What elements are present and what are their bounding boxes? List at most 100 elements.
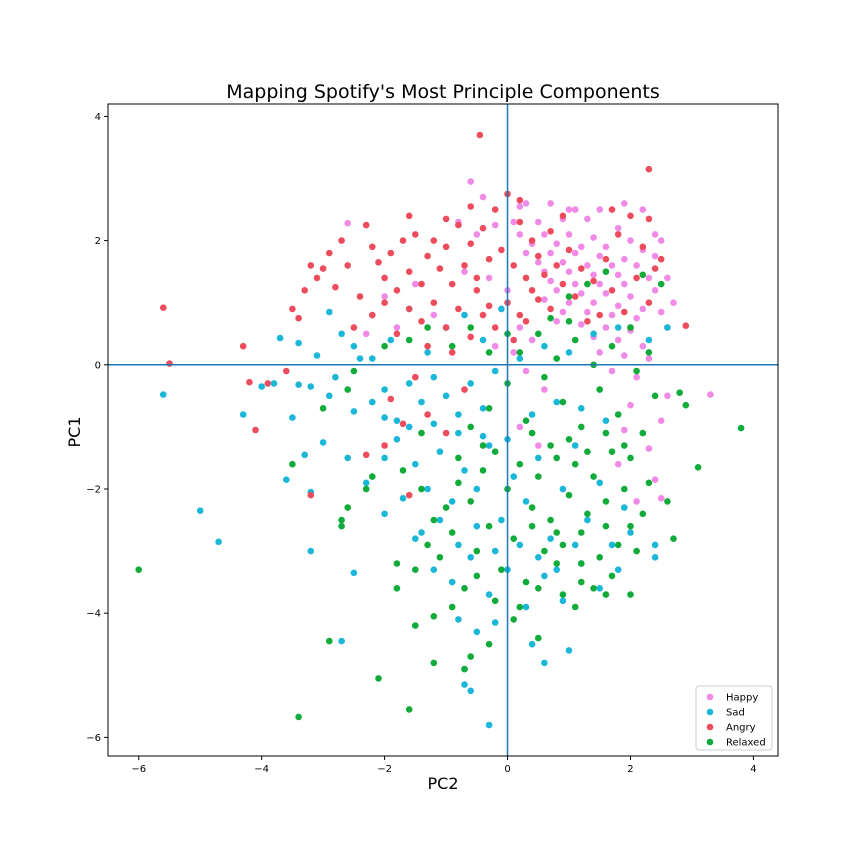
data-point: [473, 522, 481, 530]
data-point: [535, 473, 542, 480]
data-point: [571, 442, 579, 449]
data-point: [614, 566, 622, 573]
legend-label: Happy: [726, 693, 758, 704]
data-point: [350, 408, 358, 415]
data-point: [313, 274, 321, 282]
data-point: [584, 215, 591, 223]
data-point: [369, 311, 376, 319]
data-point: [553, 287, 560, 294]
data-point: [621, 442, 628, 449]
data-point: [455, 429, 462, 437]
data-point: [276, 334, 284, 342]
data-point: [319, 405, 327, 412]
legend-box: [695, 685, 773, 751]
data-point: [645, 355, 653, 362]
data-point: [541, 271, 548, 279]
data-point: [596, 252, 603, 260]
data-point: [455, 305, 462, 313]
data-point: [387, 395, 395, 403]
data-point: [528, 429, 536, 437]
data-point: [491, 367, 499, 375]
data-point: [510, 535, 517, 542]
data-point: [535, 252, 542, 260]
x-tick-label: −4: [254, 764, 269, 775]
data-point: [578, 405, 585, 412]
data-point: [553, 529, 560, 536]
data-point: [559, 597, 567, 605]
data-point: [473, 628, 481, 636]
data-point: [565, 491, 573, 499]
legend: Happy Sad Angry Relaxed: [695, 685, 773, 751]
x-tick-label: −2: [377, 764, 392, 775]
data-point: [590, 473, 597, 480]
data-point: [627, 324, 634, 331]
data-point: [614, 336, 622, 344]
data-point: [375, 259, 382, 266]
data-point: [516, 231, 524, 238]
data-point: [448, 529, 456, 536]
data-point: [467, 554, 475, 561]
data-point: [608, 287, 616, 294]
data-point: [565, 299, 573, 307]
data-point: [633, 373, 640, 381]
data-point: [584, 280, 591, 288]
data-point: [350, 367, 358, 375]
chart-title: Mapping Spotify's Most Principle Compone…: [226, 81, 659, 103]
data-point: [602, 498, 610, 505]
data-point: [436, 265, 444, 272]
legend-marker: [706, 723, 714, 731]
data-point: [430, 516, 438, 524]
data-point: [289, 414, 296, 421]
data-point: [467, 178, 475, 185]
data-point: [547, 249, 554, 257]
data-point: [467, 498, 475, 505]
data-point: [559, 398, 567, 406]
data-point: [645, 299, 653, 307]
data-point: [571, 603, 579, 611]
data-point: [645, 274, 653, 282]
data-point: [541, 547, 548, 555]
data-point: [676, 389, 683, 397]
data-point: [399, 237, 407, 244]
data-point: [553, 355, 560, 362]
data-point: [707, 391, 714, 398]
data-point: [455, 541, 462, 549]
data-point: [596, 479, 603, 487]
data-point: [639, 342, 647, 350]
data-point: [375, 675, 382, 682]
data-point: [473, 231, 481, 238]
x-tick-label: 4: [750, 764, 756, 775]
data-point: [467, 240, 475, 247]
data-point: [565, 318, 573, 325]
data-point: [485, 349, 493, 356]
data-point: [491, 221, 499, 229]
data-point: [436, 516, 444, 524]
data-point: [541, 659, 548, 667]
data-point: [418, 318, 425, 325]
data-point: [584, 308, 591, 316]
data-point: [522, 200, 530, 207]
data-point: [645, 445, 653, 452]
data-point: [565, 231, 573, 238]
data-point: [498, 246, 505, 254]
data-point: [651, 287, 659, 294]
data-point: [522, 498, 530, 505]
data-point: [559, 541, 567, 549]
data-point: [682, 322, 690, 330]
series-happy: [344, 178, 714, 505]
data-point: [369, 473, 376, 480]
data-point: [565, 647, 573, 654]
data-point: [614, 231, 622, 238]
data-point: [664, 274, 671, 282]
data-point: [362, 221, 370, 229]
data-point: [196, 507, 204, 514]
data-point: [369, 243, 376, 251]
data-point: [344, 219, 352, 227]
data-point: [522, 417, 530, 425]
data-point: [479, 405, 487, 412]
data-point: [584, 510, 591, 518]
data-point: [246, 378, 253, 386]
data-point: [307, 547, 315, 555]
data-point: [547, 305, 554, 313]
data-point: [584, 262, 591, 269]
